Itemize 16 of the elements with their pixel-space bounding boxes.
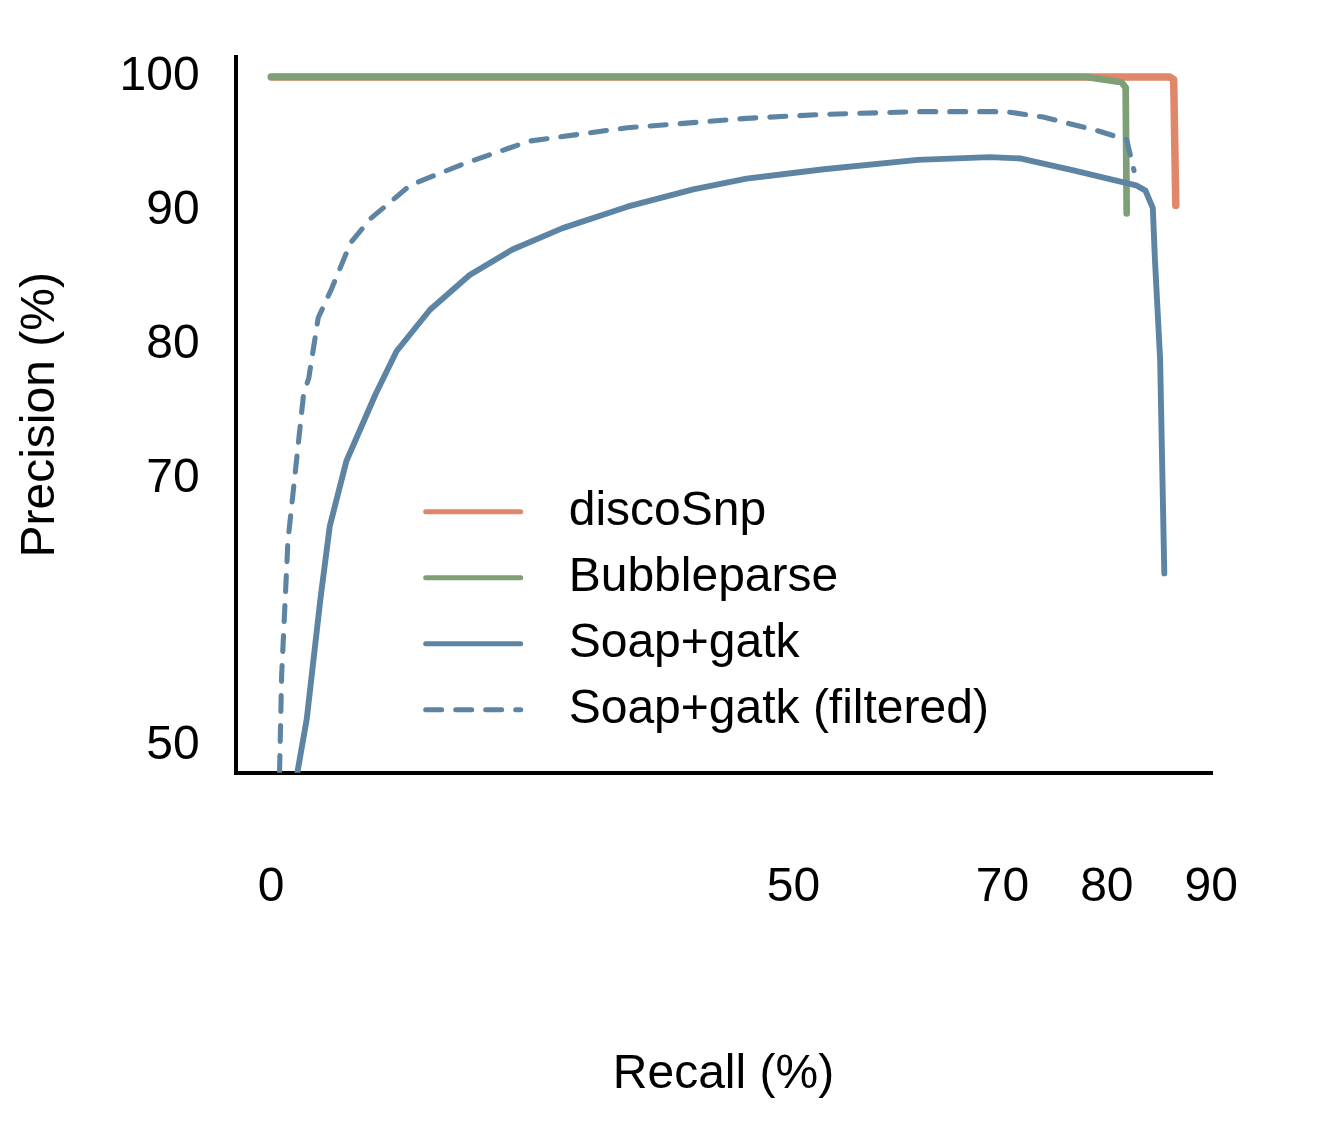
x-axis-title: Recall (%) <box>612 1045 835 1099</box>
x-tick-label: 80 <box>1080 857 1134 911</box>
x-tick-label: 50 <box>766 857 821 911</box>
legend-label: Bubbleparse <box>568 548 839 602</box>
legend-label: discoSnp <box>568 482 767 536</box>
legend-label: Soap+gatk <box>568 614 801 668</box>
x-tick-label: 90 <box>1184 857 1238 911</box>
x-tick-label: 0 <box>257 857 285 911</box>
y-tick-label: 100 <box>119 47 200 101</box>
y-tick-label: 80 <box>146 314 200 368</box>
y-tick-label: 70 <box>146 448 200 502</box>
legend-label: Soap+gatk (filtered) <box>568 680 989 734</box>
y-tick-label: 90 <box>146 180 200 234</box>
x-tick-label: 70 <box>975 857 1030 911</box>
y-tick-label: 50 <box>146 716 200 770</box>
y-axis-title: Precision (%) <box>11 272 65 558</box>
